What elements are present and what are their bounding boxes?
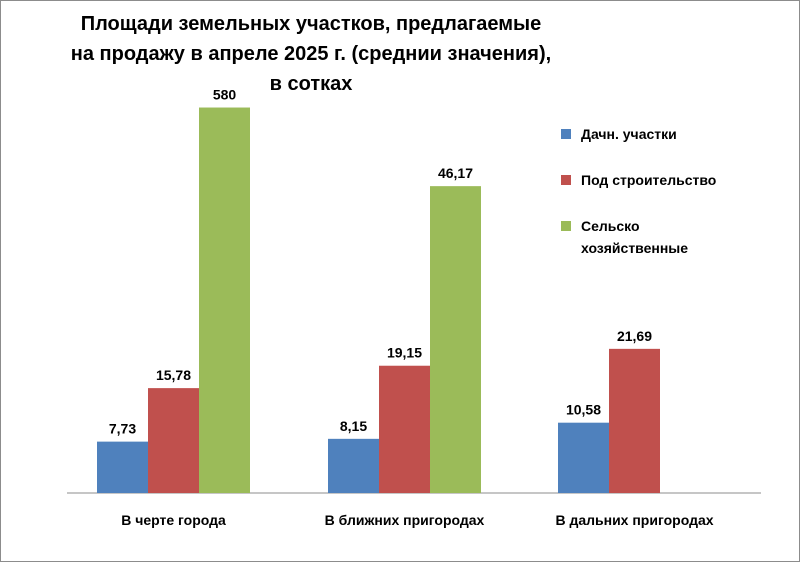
legend-item-agricultural: Сельско хозяйственные xyxy=(561,215,721,259)
data-label-2-series-2: 19,15 xyxy=(387,345,422,361)
legend-swatch-construction xyxy=(561,175,571,185)
category-label-1: В черте города xyxy=(121,512,226,528)
chart-title-line-1: Площади земельных участков, предлагаемые xyxy=(80,13,542,35)
bar-1-series-2 xyxy=(148,388,199,493)
legend-item-dacha: Дачн. участки xyxy=(561,123,761,145)
legend-item-construction: Под строительство xyxy=(561,169,761,191)
chart-title-line-2: на продажу в апреле 2025 г. (среднии зна… xyxy=(70,43,552,65)
data-label-1-series-3: 580 xyxy=(213,87,237,103)
category-label-2: В ближних пригородах xyxy=(325,512,485,528)
legend-label-construction: Под строительство xyxy=(581,172,717,188)
data-label-3-series-2: 21,69 xyxy=(617,328,652,344)
bar-2-series-1 xyxy=(328,438,379,493)
bar-2-series-2 xyxy=(379,365,430,493)
data-label-3-series-1: 10,58 xyxy=(566,402,601,418)
bar-2-series-3 xyxy=(430,186,481,493)
category-label-3: В дальних пригородах xyxy=(555,512,713,528)
bar-1-series-3 xyxy=(199,107,250,494)
data-label-2-series-3: 46,17 xyxy=(438,165,473,181)
data-label-2-series-1: 8,15 xyxy=(340,418,367,434)
legend-swatch-dacha xyxy=(561,129,571,139)
legend-label-agricultural: Сельско хозяйственные xyxy=(581,218,689,256)
legend-swatch-agricultural xyxy=(561,221,571,231)
legend-label-dacha: Дачн. участки xyxy=(581,126,677,142)
data-label-1-series-2: 15,78 xyxy=(156,367,191,383)
chart-title-line-3: в сотках xyxy=(269,73,353,95)
bar-1-series-1 xyxy=(97,441,148,493)
data-label-1-series-1: 7,73 xyxy=(109,421,136,437)
bar-3-series-1 xyxy=(558,422,609,493)
chart-title: Площади земельных участков, предлагаемые… xyxy=(61,9,561,99)
legend: Дачн. участки Под строительство Сельско … xyxy=(561,123,761,283)
bar-3-series-2 xyxy=(609,348,660,493)
